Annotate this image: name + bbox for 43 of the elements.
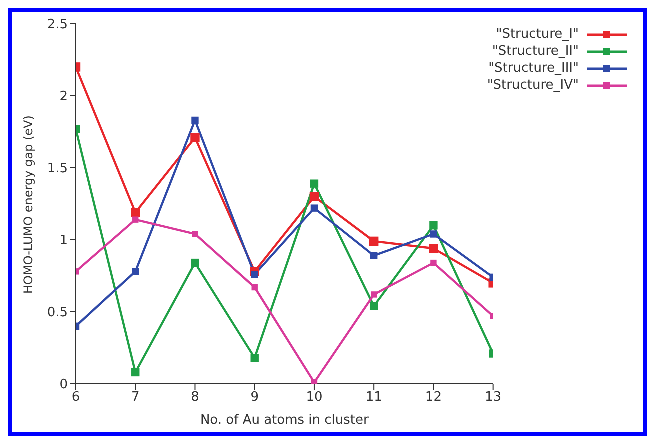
point xyxy=(190,133,200,142)
point xyxy=(251,270,258,278)
point xyxy=(370,292,378,298)
y-axis-title: HOMO-LUMO energy gap (eV) xyxy=(21,116,36,294)
y-tick-label: 1.5 xyxy=(47,162,68,177)
x-tick-label: 6 xyxy=(72,390,80,406)
point xyxy=(370,302,378,310)
x-tick-label: 11 xyxy=(366,390,382,406)
point xyxy=(430,230,438,238)
point xyxy=(191,258,200,268)
y-tick-label: 2.5 xyxy=(47,18,68,33)
point xyxy=(132,216,139,223)
point xyxy=(429,244,438,254)
x-tick-label: 7 xyxy=(131,390,140,406)
x-tick-label: 13 xyxy=(485,390,502,406)
y-tick-label: 1 xyxy=(60,234,68,249)
point xyxy=(369,236,379,246)
point xyxy=(310,180,319,188)
point xyxy=(252,284,258,291)
y-tick-label: 2 xyxy=(60,90,68,105)
legend-label: "Structure_I" xyxy=(496,26,579,43)
point xyxy=(430,260,437,266)
point xyxy=(132,268,140,276)
point xyxy=(311,379,318,384)
y-tick-label: 0 xyxy=(60,378,68,393)
point xyxy=(310,192,320,202)
point xyxy=(370,252,378,260)
x-tick-label: 8 xyxy=(191,390,200,406)
legend-label: "Structure_II" xyxy=(492,43,579,60)
x-tick-label: 12 xyxy=(425,390,442,406)
point xyxy=(192,231,198,238)
x-axis-title: No. of Au atoms in cluster xyxy=(200,413,370,428)
point xyxy=(131,208,140,218)
point xyxy=(310,204,318,212)
x-tick-label: 9 xyxy=(250,390,259,406)
x-tick-label: 10 xyxy=(306,390,323,406)
y-tick-label: 0.5 xyxy=(47,306,68,321)
point xyxy=(430,222,438,230)
point xyxy=(132,368,140,377)
legend-label: "Structure_III" xyxy=(488,60,579,77)
point xyxy=(192,116,199,124)
legend-label: "Structure_IV" xyxy=(487,77,579,94)
point xyxy=(250,354,259,362)
